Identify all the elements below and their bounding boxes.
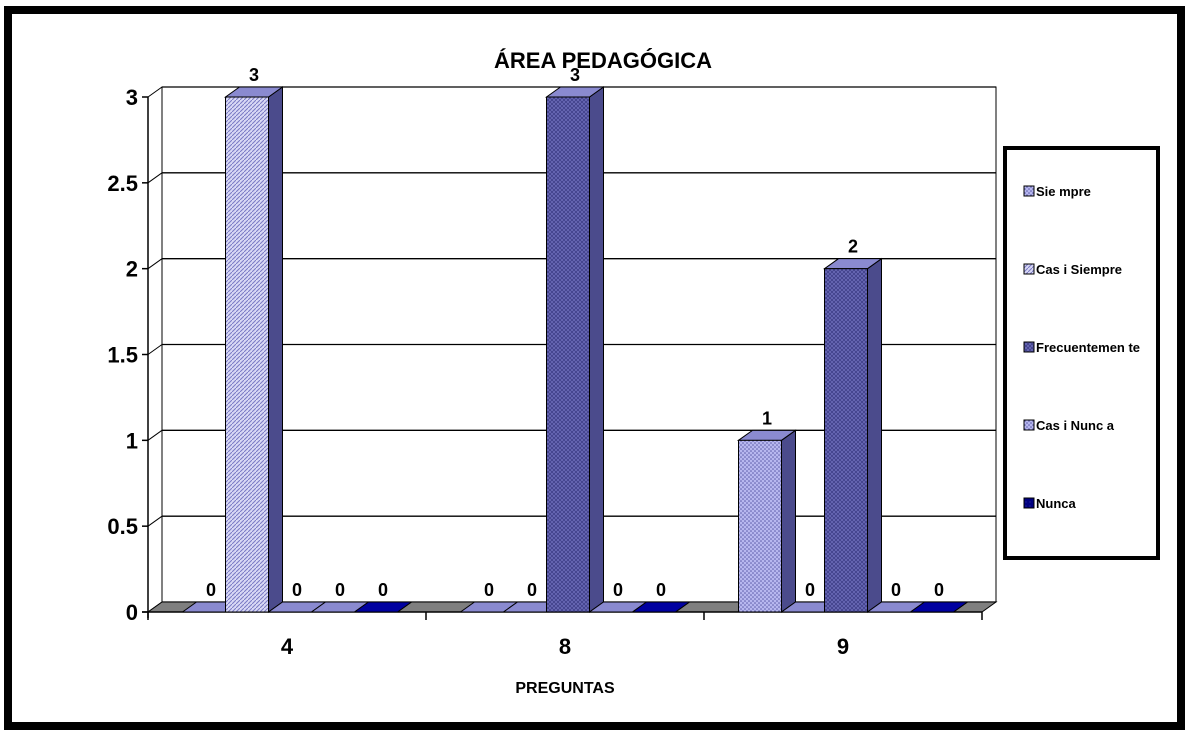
- legend-swatch: [1023, 185, 1035, 197]
- bars: [180, 86, 970, 613]
- bar-side: [589, 86, 604, 613]
- bar-front: [225, 96, 269, 613]
- data-label: 0: [934, 580, 944, 600]
- data-label: 0: [805, 580, 815, 600]
- chart-title: ÁREA PEDAGÓGICA: [494, 48, 712, 73]
- data-label: 0: [335, 580, 345, 600]
- x-tick-label: 4: [281, 634, 294, 659]
- data-label: 0: [656, 580, 666, 600]
- y-tick-label: 1.5: [107, 343, 138, 368]
- y-tick-label: 2.5: [107, 171, 138, 196]
- y-tick-label: 2: [126, 257, 138, 282]
- y-tick-label: 0.5: [107, 514, 138, 539]
- grid-connector: [147, 172, 163, 184]
- bar-front: [546, 96, 590, 613]
- bar: [223, 86, 285, 613]
- bar-top: [352, 601, 414, 613]
- data-label: 0: [206, 580, 216, 600]
- grid-connector: [147, 344, 163, 355]
- y-tick-label: 1: [126, 428, 138, 453]
- grid-connector: [147, 429, 163, 441]
- bar-front: [738, 439, 782, 613]
- data-label: 0: [527, 580, 537, 600]
- x-axis-label: PREGUNTAS: [515, 680, 615, 697]
- bar-top: [908, 601, 970, 613]
- legend-swatch: [1023, 497, 1035, 509]
- legend-label: Sie mpre: [1036, 184, 1091, 199]
- legend-label: Nunca: [1036, 496, 1077, 511]
- x-tick-label: 8: [559, 634, 571, 659]
- data-label: 0: [292, 580, 302, 600]
- legend-swatch: [1023, 263, 1035, 275]
- data-label: 1: [762, 408, 772, 428]
- grid-connector: [147, 515, 163, 527]
- bar-side: [867, 257, 882, 613]
- bar: [908, 601, 970, 613]
- grid-connector: [147, 258, 163, 270]
- data-label: 0: [484, 580, 494, 600]
- bar-top: [630, 601, 692, 613]
- legend-box: [1003, 146, 1160, 560]
- bar: [352, 601, 414, 613]
- y-axis: 0 0.5 1 1.5 2 2.5 3: [107, 85, 149, 625]
- bar-side: [781, 429, 796, 613]
- data-label: 0: [378, 580, 388, 600]
- legend-swatch: [1023, 341, 1035, 353]
- data-labels: 0 3 0 0 0 0 0 3 0 0 1 0 2 0 0: [206, 65, 944, 600]
- bar: [822, 257, 884, 613]
- data-label: 2: [848, 237, 858, 257]
- bar: [544, 86, 606, 613]
- y-tick-label: 0: [126, 600, 138, 625]
- grid-connector: [147, 86, 163, 98]
- legend-swatch: [1023, 419, 1035, 431]
- x-axis: 4 8 9: [142, 611, 983, 659]
- bar-front: [824, 268, 868, 613]
- data-label: 3: [570, 65, 580, 85]
- data-label: 0: [613, 580, 623, 600]
- x-tick-label: 9: [837, 634, 849, 659]
- legend-label: Cas i Nunc a: [1036, 418, 1115, 433]
- bar: [630, 601, 692, 613]
- bar: [736, 429, 798, 613]
- legend-label: Frecuentemen te: [1036, 340, 1140, 355]
- y-tick-label: 3: [126, 85, 138, 110]
- legend-label: Cas i Siempre: [1036, 262, 1122, 277]
- data-label: 3: [249, 65, 259, 85]
- legend: Sie mpre Cas i Siempre Frecuentemen te Cas …: [1003, 146, 1160, 560]
- bar-side: [268, 86, 283, 613]
- data-label: 0: [891, 580, 901, 600]
